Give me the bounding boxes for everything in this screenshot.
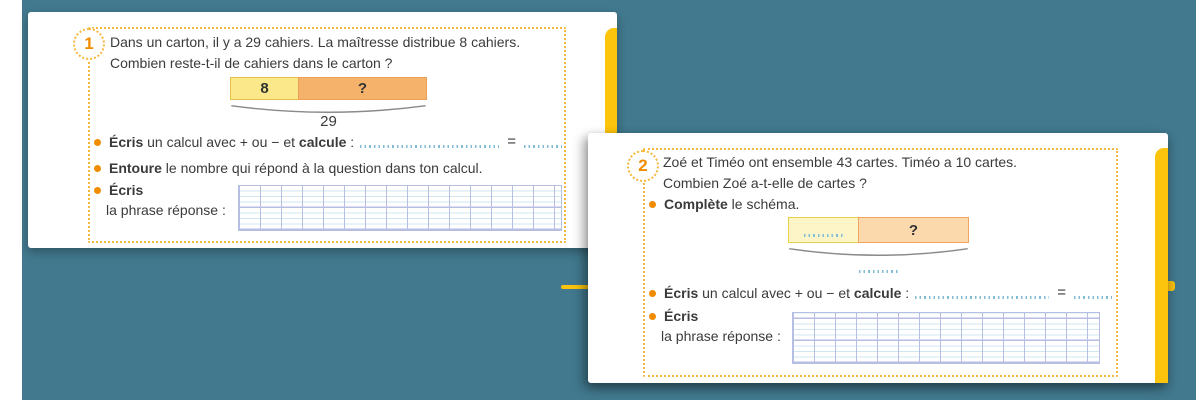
brace-curve bbox=[230, 102, 427, 113]
problem-statement-line1: Dans un carton, il y a 29 cahiers. La ma… bbox=[110, 34, 521, 50]
instruction-text: Écris bbox=[664, 308, 699, 324]
bullet-icon bbox=[649, 200, 656, 208]
bullet-icon bbox=[94, 164, 101, 172]
exercise-number: 1 bbox=[84, 34, 94, 53]
dotted-frame bbox=[88, 27, 566, 243]
exercise-number-badge: 2 bbox=[627, 150, 659, 182]
page-edge-stripe bbox=[1155, 148, 1168, 383]
writing-grid[interactable] bbox=[238, 185, 562, 231]
instruction-text: Entoure le nombre qui répond à la questi… bbox=[109, 160, 483, 176]
instruction-complete: Complète le schéma. bbox=[649, 194, 799, 214]
problem-statement: Zoé et Timéo ont ensemble 43 cartes. Tim… bbox=[663, 152, 1113, 194]
instruction-entoure: Entoure le nombre qui répond à la questi… bbox=[94, 158, 483, 178]
exercise-card-2: 2 Zoé et Timéo ont ensemble 43 cartes. T… bbox=[588, 133, 1168, 383]
bar-known-value: 8 bbox=[260, 80, 269, 97]
bar-segment-to-fill bbox=[788, 217, 858, 243]
instruction-text: Écris un calcul avec + ou − et calcule : bbox=[109, 134, 355, 150]
bar-unknown-value: ? bbox=[908, 221, 919, 239]
bar-segment-known: 8 bbox=[230, 77, 298, 100]
dotted-frame bbox=[643, 148, 1118, 377]
equals-sign: = bbox=[1057, 284, 1066, 301]
phrase-label: la phrase réponse : bbox=[106, 202, 226, 218]
exercise-number-badge: 1 bbox=[73, 28, 105, 60]
phrase-label: la phrase réponse : bbox=[661, 328, 781, 344]
bar-segment-unknown: ? bbox=[858, 217, 969, 243]
brace-curve bbox=[788, 245, 969, 256]
problem-statement-line1: Zoé et Timéo ont ensemble 43 cartes. Tim… bbox=[663, 154, 1018, 170]
problem-statement-line2: Combien Zoé a-t-elle de cartes ? bbox=[663, 175, 867, 191]
instruction-calc: Écris un calcul avec + ou − et calcule :… bbox=[94, 132, 562, 152]
writing-grid[interactable] bbox=[792, 312, 1100, 364]
page-fold-tab-right bbox=[1166, 281, 1175, 291]
bullet-icon bbox=[649, 289, 656, 297]
bullet-icon bbox=[649, 312, 656, 320]
bar-segment-answer-blank[interactable] bbox=[803, 234, 844, 237]
problem-statement: Dans un carton, il y a 29 cahiers. La ma… bbox=[110, 32, 570, 74]
bar-segment-unknown: ? bbox=[298, 77, 427, 100]
bullet-icon bbox=[94, 138, 101, 146]
calc-answer-blank[interactable] bbox=[915, 296, 1050, 299]
result-answer-blank[interactable] bbox=[524, 145, 562, 148]
instruction-phrase: Écris bbox=[94, 180, 143, 200]
bar-model: 8 ? bbox=[230, 77, 427, 100]
result-answer-blank[interactable] bbox=[1074, 296, 1112, 299]
instruction-text: Complète le schéma. bbox=[664, 196, 800, 212]
instruction-calc: Écris un calcul avec + ou − et calcule :… bbox=[649, 283, 1112, 303]
bar-total-answer-blank[interactable] bbox=[859, 270, 898, 273]
instruction-phrase: Écris bbox=[649, 306, 698, 326]
bullet-icon bbox=[94, 186, 101, 194]
page-fold-tab-left bbox=[561, 285, 589, 289]
problem-statement-line2: Combien reste-t-il de cahiers dans le ca… bbox=[110, 55, 393, 71]
instruction-text: Écris bbox=[109, 182, 144, 198]
calc-answer-blank[interactable] bbox=[360, 145, 500, 148]
exercise-number: 2 bbox=[638, 156, 648, 175]
exercise-card-1: 1 Dans un carton, il y a 29 cahiers. La … bbox=[28, 12, 617, 248]
bar-total-label: 29 bbox=[320, 113, 337, 130]
bar-model: ? bbox=[788, 217, 969, 243]
instruction-text: Écris un calcul avec + ou − et calcule : bbox=[664, 285, 910, 301]
equals-sign: = bbox=[507, 133, 516, 150]
bar-unknown-value: ? bbox=[357, 80, 368, 97]
